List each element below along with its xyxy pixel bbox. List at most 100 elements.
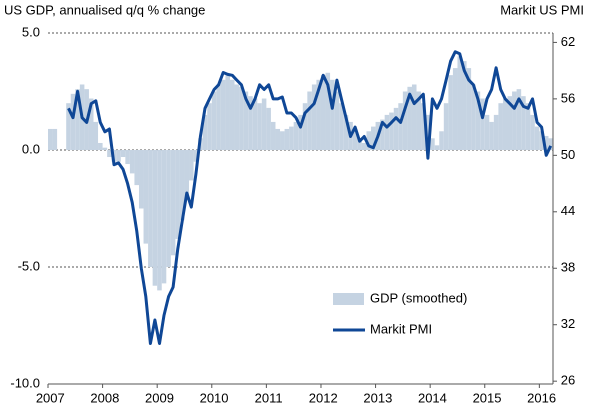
bar [175,150,180,239]
bar [466,68,472,150]
bar [170,150,176,256]
bar [421,103,426,150]
bar [248,96,253,150]
bar [530,114,535,150]
bar [493,114,499,150]
bar [330,79,335,150]
bar [179,150,185,221]
bar [157,150,162,291]
bar [184,150,190,197]
bar [138,150,144,209]
bar [334,91,340,150]
bar [202,114,208,150]
bar [411,84,417,150]
x-tick-label: 2011 [255,390,283,405]
bar [143,150,149,244]
bar [98,142,103,150]
y-tick-label: -5.0 [18,258,40,273]
bar [352,131,358,150]
bar [430,138,435,150]
bar [462,61,467,150]
bar [70,93,76,150]
bar [257,103,262,150]
bar [357,138,362,150]
bar [525,103,531,150]
bar [512,91,517,150]
bar [66,103,71,150]
bar [193,150,199,162]
bar [311,84,317,150]
bar [343,114,349,150]
bar [489,121,494,150]
bar [425,114,431,150]
bar [434,145,440,150]
y2-tick-label: 50 [561,147,575,162]
bar [216,84,221,150]
bar [480,98,485,150]
bar [448,75,453,150]
bar [207,103,212,150]
bar [88,98,94,150]
line [67,50,553,345]
bar [243,91,249,150]
x-tick-label: 2008 [90,390,119,405]
bar [229,79,235,150]
x-tick-label: 2013 [363,390,392,405]
bar [270,121,276,150]
bar [402,91,408,150]
bar [521,96,526,150]
bar [475,91,481,150]
y-axis-title: US GDP, annualised q/q % change [4,2,205,17]
y-tick-label: -10.0 [10,375,40,390]
bar [393,107,399,150]
bar [48,128,53,150]
bar [293,121,299,150]
bar [384,114,390,150]
bar [316,79,321,150]
bar [380,119,385,150]
legend-label: Markit PMI [370,321,432,336]
bar [548,138,553,150]
bar [439,131,444,150]
bar [189,150,194,181]
bar [539,131,544,150]
bar [361,142,367,150]
bar [307,91,312,150]
bar [416,91,422,150]
x-tick-label: 2009 [145,390,174,405]
bar [161,150,167,284]
x-tick-label: 2012 [309,390,338,405]
bar [325,72,331,150]
bar [484,114,490,150]
bar [371,126,376,150]
bar [457,56,463,150]
bar [339,103,344,150]
bar [134,150,139,186]
y2-tick-label: 44 [561,203,575,218]
bar [129,150,135,174]
bar [152,150,158,286]
bar [289,126,294,150]
y-tick-label: 0.0 [22,141,40,156]
y2-tick-label: 56 [561,90,575,105]
x-tick-label: 2007 [36,390,65,405]
bar [407,86,412,150]
y2-tick-label: 38 [561,260,575,275]
bar [498,103,503,150]
bar [398,103,403,150]
bar [252,98,258,150]
bar [211,91,217,150]
legend-label: GDP (smoothed) [370,290,467,305]
x-tick-label: 2014 [418,390,447,405]
bar [366,131,372,150]
bar [75,89,80,150]
bar [284,128,290,150]
bar [125,150,130,165]
y2-tick-label: 62 [561,34,575,49]
bar [239,86,244,150]
bar [148,150,153,267]
y2-axis-title: Markit US PMI [500,2,584,17]
x-tick-label: 2015 [473,390,502,405]
